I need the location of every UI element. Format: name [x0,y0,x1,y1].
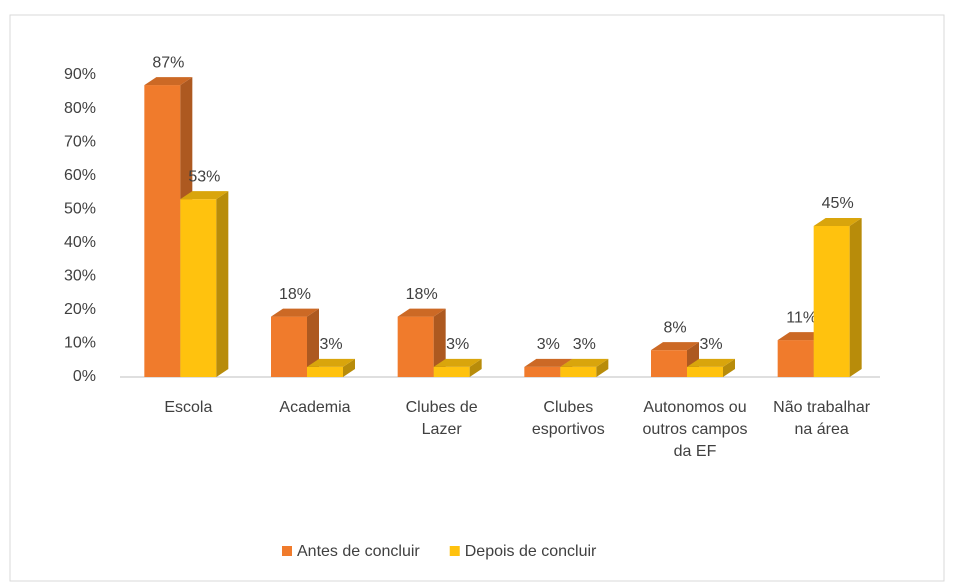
bar [271,308,319,377]
bar-top [813,218,862,226]
bar-top [307,358,355,367]
bar [397,308,446,377]
y-tick-label: 20% [64,301,96,318]
legend-label: Antes de concluir [297,543,420,560]
bar [560,358,609,377]
data-label: 18% [406,286,438,303]
data-label: 3% [319,336,342,353]
legend-label: Depois de concluir [465,543,597,560]
legend-swatch [282,546,292,556]
data-label: 3% [446,336,469,353]
y-tick-label: 40% [64,234,96,251]
bar-front [433,366,470,377]
bar-top [687,358,735,367]
bar-top [524,358,573,367]
bar-side [849,218,862,377]
data-label: 53% [188,168,220,185]
bar [813,218,862,377]
bar-side [216,191,229,377]
bar-side [433,308,446,377]
data-label: 45% [822,195,854,212]
bar-top [651,342,699,351]
y-tick-label: 0% [73,368,96,385]
data-label: 11% [786,309,817,326]
y-tick-label: 70% [64,133,96,150]
bar-top [144,77,193,86]
x-tick-label: Não trabalhar na área [773,399,871,438]
bar-front [271,316,307,377]
bar-top [271,308,319,317]
bar-top [397,308,446,317]
data-label: 3% [699,336,722,353]
chart-border [9,14,945,582]
y-tick-label: 60% [64,167,96,184]
bar-side [469,358,482,377]
bar-top [560,358,609,367]
bar-front [651,350,687,377]
bar-front [777,340,814,377]
bar-front [307,366,343,377]
bar-front [524,366,561,377]
bar [180,191,229,377]
bar-top [433,358,482,367]
bar-side [343,358,355,377]
data-label: 3% [573,336,596,353]
bar [651,342,699,377]
bar-top [180,191,229,200]
bar-front [813,226,850,377]
x-tick-label: Academia [279,399,351,416]
data-label: 87% [152,54,184,71]
data-label: 18% [279,286,311,303]
data-label: 8% [663,319,686,336]
bar [687,358,735,377]
bar [433,358,482,377]
bar-front [687,366,723,377]
bar-side [596,358,609,377]
legend-swatch [449,546,460,556]
y-tick-label: 50% [64,200,96,217]
x-tick-label: Clubes de Lazer [405,399,478,438]
bar [307,358,355,377]
x-tick-label: Clubes esportivos [531,399,605,438]
bar-front [180,199,217,377]
y-tick-label: 80% [64,100,96,117]
data-label: 3% [537,336,560,353]
bar-front [397,316,434,377]
bar-side [307,308,319,377]
x-tick-label: Escola [164,399,213,416]
x-tick-label: Autonomos ou outros campos da EF [642,399,748,460]
y-tick-label: 90% [64,66,96,83]
y-tick-label: 10% [64,335,96,352]
bar-front [144,85,181,378]
bar-front [560,366,597,377]
y-tick-label: 30% [64,268,96,285]
bar-side [723,358,735,377]
